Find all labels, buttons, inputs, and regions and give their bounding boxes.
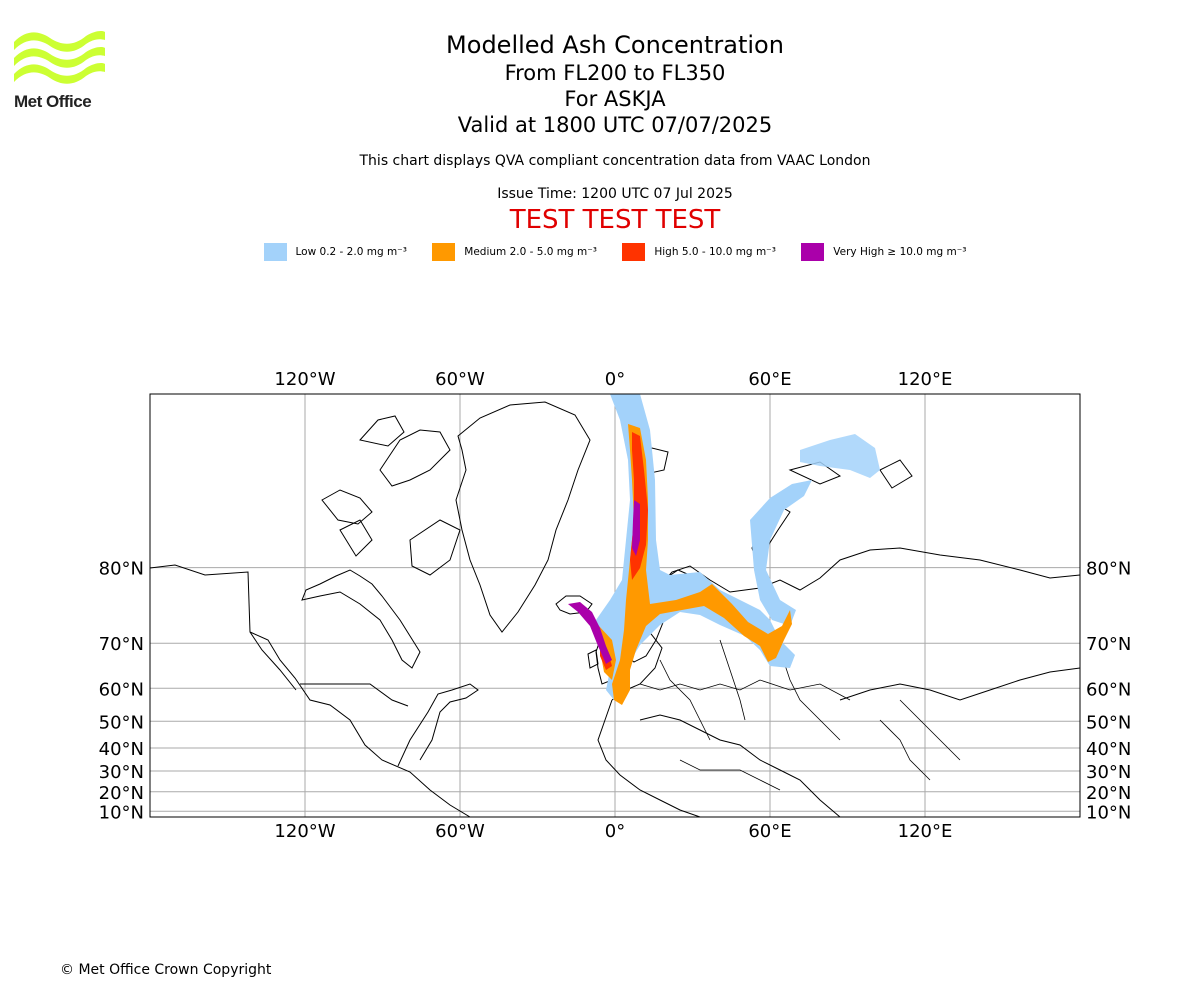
test-banner: TEST TEST TEST [509,205,721,235]
lon-tick-label: 60°E [748,821,791,842]
lon-tick-label: 120°W [274,369,335,390]
lat-tick-label: 50°N [99,712,144,733]
ash-medium-area [612,424,792,705]
volcano-title: For ASKJA [564,87,666,111]
met-office-wave-icon [14,31,105,84]
legend-swatch [263,243,287,261]
lat-tick-label: 70°N [1086,634,1131,655]
lat-tick-label: 20°N [1086,783,1131,804]
map-frame [149,393,1081,818]
legend-item-very-high: Very High ≥ 10.0 mg m⁻³ [801,243,967,261]
lat-tick-label: 40°N [1086,739,1131,760]
lat-tick-label: 30°N [99,762,144,783]
legend-swatch [622,243,646,261]
north-america-coast [150,564,479,817]
ash-plume [568,394,880,705]
lat-labels-left: 80°N 70°N 60°N 50°N 40°N30°N20°N10°N [99,559,144,824]
legend: Low 0.2 - 2.0 mg m⁻³ Medium 2.0 - 5.0 mg… [0,243,1200,264]
legend-item-high: High 5.0 - 10.0 mg m⁻³ [622,243,776,261]
lon-labels-top: 120°W 60°W 0° 60°E 120°E [274,369,952,390]
lat-tick-label: 70°N [99,634,144,655]
lon-tick-label: 120°W [274,821,335,842]
lat-tick-label: 40°N [99,739,144,760]
subtitle: This chart displays QVA compliant concen… [359,153,871,169]
country-borders [639,619,961,791]
ash-very-high-area [632,500,640,556]
flight-level-title: From FL200 to FL350 [504,61,726,85]
ash-low-area [800,434,880,478]
lat-tick-label: 50°N [1086,712,1131,733]
arctic-islands-coast [321,415,461,576]
lat-tick-label: 60°N [1086,679,1131,700]
ash-low-area [750,480,812,626]
lon-tick-label: 0° [605,369,625,390]
logo-text: Met Office [14,92,92,111]
lat-tick-label: 80°N [1086,559,1131,580]
lat-tick-label: 10°N [99,802,144,823]
chart-titles: Modelled Ash Concentration From FL200 to… [0,30,1200,235]
legend-label: Very High ≥ 10.0 mg m⁻³ [833,246,967,258]
iceland-coast [555,595,593,615]
legend-item-low: Low 0.2 - 2.0 mg m⁻³ [263,243,407,261]
eurasia-coast [597,547,1080,817]
lon-tick-label: 120°E [898,821,953,842]
ash-very-high-area [568,602,612,664]
lon-tick-label: 60°W [435,369,485,390]
arctic-eurasia-islands [635,447,913,561]
legend-item-medium: Medium 2.0 - 5.0 mg m⁻³ [432,243,597,261]
lon-tick-label: 0° [605,821,625,842]
lon-tick-label: 120°E [898,369,953,390]
legend-label: Medium 2.0 - 5.0 mg m⁻³ [464,246,598,258]
valid-time-title: Valid at 1800 UTC 07/07/2025 [457,113,773,137]
lon-labels-bottom: 120°W 60°W 0° 60°E 120°E [274,821,952,842]
legend-label: High 5.0 - 10.0 mg m⁻³ [654,246,776,258]
lat-tick-label: 60°N [99,679,144,700]
lat-tick-label: 20°N [99,783,144,804]
lat-labels-right: 80°N 70°N 60°N 50°N 40°N30°N20°N10°N [1086,559,1131,824]
copyright: © Met Office Crown Copyright [60,962,272,978]
lat-tick-label: 10°N [1086,802,1131,823]
lat-tick-label: 80°N [99,559,144,580]
legend-swatch [801,243,825,261]
lon-tick-label: 60°E [748,369,791,390]
greenland-coast [455,401,591,633]
lat-tick-label: 30°N [1086,762,1131,783]
main-title: Modelled Ash Concentration [446,31,784,59]
legend-label: Low 0.2 - 2.0 mg m⁻³ [295,246,407,258]
legend-swatch [432,243,456,261]
met-office-logo: Met Office [14,28,109,114]
lon-tick-label: 60°W [435,821,485,842]
issue-time: Issue Time: 1200 UTC 07 Jul 2025 [497,186,733,202]
